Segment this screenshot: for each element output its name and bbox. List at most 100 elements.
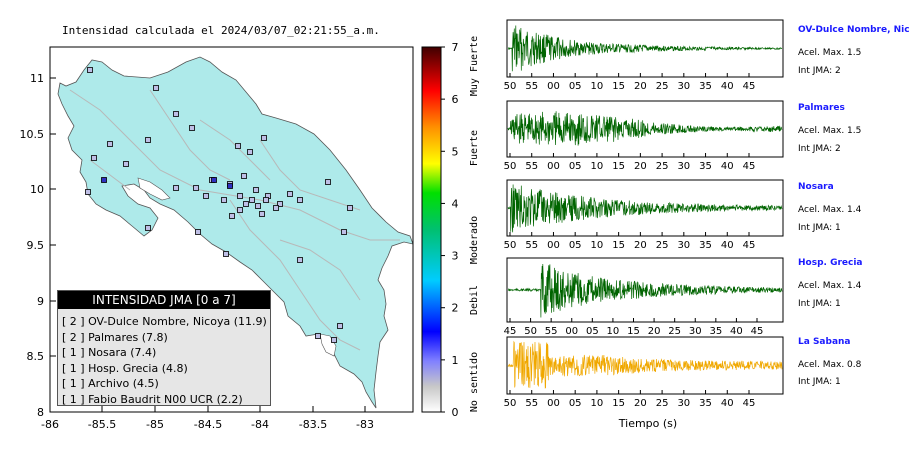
station-marker bbox=[277, 201, 283, 207]
time-tick-label: 25 bbox=[656, 240, 669, 251]
time-tick-label: 45 bbox=[743, 398, 756, 409]
waveform-panel: 50 55 00 05 10 15 20 25 30 35 40 45 bbox=[504, 19, 784, 92]
colorbar-tick-label: 4 bbox=[452, 197, 459, 210]
time-tick-label: 35 bbox=[709, 326, 722, 337]
station-marker bbox=[341, 229, 347, 235]
colorbar-tick-label: 1 bbox=[452, 354, 459, 367]
colorbar-category-label: Debil bbox=[469, 285, 480, 315]
time-tick-label: 15 bbox=[612, 161, 625, 172]
time-tick-label: 00 bbox=[547, 161, 560, 172]
time-axis-label: Tiempo (s) bbox=[618, 417, 677, 430]
lon-tick-label: -83.5 bbox=[299, 418, 327, 431]
time-tick-label: 05 bbox=[569, 81, 582, 92]
time-tick-label: 45 bbox=[743, 81, 756, 92]
lat-tick-label: 10 bbox=[30, 183, 44, 196]
time-tick-label: 20 bbox=[634, 81, 647, 92]
time-tick-label: 50 bbox=[504, 398, 517, 409]
station-marker bbox=[297, 257, 303, 263]
time-tick-label: 55 bbox=[545, 326, 558, 337]
waveform-trace bbox=[507, 111, 783, 146]
road-network bbox=[69, 89, 400, 351]
station-marker-strong bbox=[101, 177, 107, 183]
station-marker bbox=[237, 207, 243, 213]
time-tick-label: 30 bbox=[677, 240, 690, 251]
time-tick-label: 30 bbox=[689, 326, 702, 337]
time-tick-label: 35 bbox=[699, 398, 712, 409]
station-marker bbox=[249, 197, 255, 203]
legend-row: [ 1 ] Hosp. Grecia (4.8) bbox=[62, 361, 188, 375]
station-marker bbox=[325, 179, 331, 185]
colorbar-tick-label: 0 bbox=[452, 406, 459, 419]
time-tick-label: 55 bbox=[525, 240, 538, 251]
time-tick-label: 35 bbox=[699, 161, 712, 172]
station-marker bbox=[337, 323, 343, 329]
station-accel: Acel. Max. 1.4 bbox=[798, 205, 862, 215]
station-marker bbox=[347, 205, 353, 211]
station-marker-strong bbox=[227, 183, 233, 189]
station-name: Nosara bbox=[798, 182, 834, 192]
time-tick-label: 40 bbox=[721, 240, 734, 251]
station-jma: Int JMA: 1 bbox=[798, 223, 841, 233]
time-tick-label: 30 bbox=[677, 398, 690, 409]
station-jma: Int JMA: 2 bbox=[798, 66, 841, 76]
station-marker bbox=[145, 225, 151, 231]
lat-tick-label: 9 bbox=[37, 295, 44, 308]
time-tick-label: 10 bbox=[591, 240, 604, 251]
station-name: OV-Dulce Nombre, Nicoya bbox=[798, 25, 910, 35]
colorbar-category-label: Moderado bbox=[469, 216, 480, 264]
waveform-trace bbox=[507, 263, 783, 318]
time-tick-label: 25 bbox=[656, 398, 669, 409]
time-tick-label: 50 bbox=[504, 161, 517, 172]
station-jma: Int JMA: 2 bbox=[798, 144, 841, 154]
time-tick-label: 10 bbox=[591, 81, 604, 92]
time-tick-label: 50 bbox=[524, 326, 537, 337]
station-accel: Acel. Max. 1.4 bbox=[798, 281, 862, 291]
time-tick-label: 55 bbox=[525, 398, 538, 409]
station-marker bbox=[253, 187, 259, 193]
time-tick-label: 05 bbox=[569, 161, 582, 172]
lon-tick-label: -86 bbox=[41, 418, 59, 431]
station-accel: Acel. Max. 0.8 bbox=[798, 360, 862, 370]
time-tick-label: 10 bbox=[591, 398, 604, 409]
time-tick-label: 40 bbox=[721, 398, 734, 409]
station-marker bbox=[223, 251, 229, 257]
time-tick-label: 40 bbox=[721, 161, 734, 172]
time-tick-label: 10 bbox=[591, 161, 604, 172]
station-marker bbox=[203, 193, 209, 199]
time-tick-label: 05 bbox=[569, 398, 582, 409]
lon-tick-label: -84 bbox=[251, 418, 269, 431]
station-marker bbox=[263, 197, 269, 203]
time-tick-label: 50 bbox=[504, 81, 517, 92]
time-tick-label: 20 bbox=[634, 161, 647, 172]
station-marker bbox=[123, 161, 129, 167]
station-name: La Sabana bbox=[798, 337, 851, 347]
time-tick-label: 45 bbox=[743, 240, 756, 251]
time-tick-label: 30 bbox=[677, 81, 690, 92]
time-tick-label: 40 bbox=[721, 81, 734, 92]
lon-tick-label: -85.5 bbox=[88, 418, 116, 431]
legend-row: [ 2 ] Palmares (7.8) bbox=[62, 330, 168, 344]
station-marker bbox=[255, 203, 261, 209]
lat-tick-label: 8.5 bbox=[27, 350, 45, 363]
time-tick-label: 10 bbox=[607, 326, 620, 337]
time-tick-label: 05 bbox=[569, 240, 582, 251]
lat-tick-label: 10.5 bbox=[20, 128, 45, 141]
station-marker bbox=[145, 137, 151, 143]
map-title: Intensidad calculada el 2024/03/07_02:21… bbox=[62, 24, 380, 37]
station-marker bbox=[195, 229, 201, 235]
station-name: Palmares bbox=[798, 103, 845, 113]
time-tick-label: 45 bbox=[751, 326, 764, 337]
lat-tick-label: 8 bbox=[37, 406, 44, 419]
legend-row: [ 2 ] OV-Dulce Nombre, Nicoya (11.9) bbox=[62, 315, 267, 328]
lon-tick-label: -84.5 bbox=[194, 418, 222, 431]
time-tick-label: 00 bbox=[547, 398, 560, 409]
station-marker bbox=[91, 155, 97, 161]
station-marker bbox=[153, 85, 159, 91]
time-tick-label: 15 bbox=[612, 398, 625, 409]
station-marker-strong bbox=[211, 177, 217, 183]
station-marker bbox=[87, 67, 93, 73]
station-accel: Acel. Max. 1.5 bbox=[798, 126, 862, 136]
waveform-trace bbox=[507, 340, 783, 389]
station-marker bbox=[247, 149, 253, 155]
